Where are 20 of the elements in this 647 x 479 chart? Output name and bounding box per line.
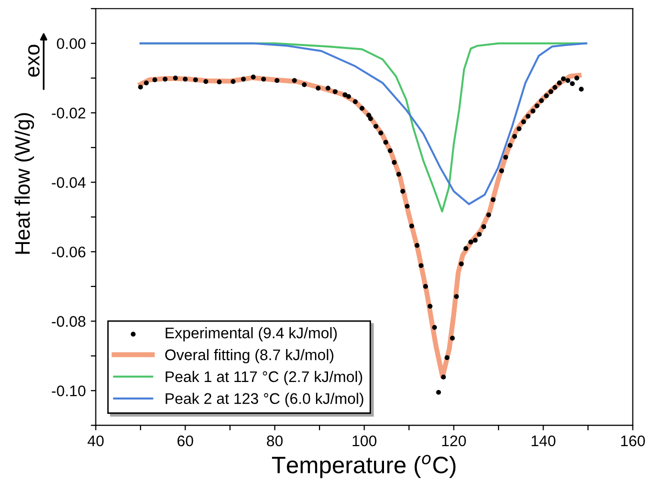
x-tick-label: 120 <box>442 435 466 446</box>
y-tick-label: -0.06 <box>52 246 86 258</box>
legend-label: Overal fitting (8.7 kJ/mol) <box>165 349 334 364</box>
x-tick-label: 140 <box>532 435 556 446</box>
x-tick-label: 100 <box>352 435 376 446</box>
y-tick-label: 0.00 <box>56 38 86 50</box>
x-tick-label: 40 <box>88 435 104 446</box>
x-tick-label: 60 <box>178 435 194 446</box>
y-tick-label: -0.08 <box>52 316 86 327</box>
y-tick-label: -0.04 <box>52 177 86 188</box>
text: exo <box>28 44 40 77</box>
y-axis-title: Heat flow (W/g) <box>14 113 34 254</box>
x-axis-title: Temperature ($^{o}$C) <box>272 454 456 478</box>
y-tick-label: -0.02 <box>52 108 86 118</box>
legend-label: Experimental (9.4 kJ/mol) <box>166 327 337 342</box>
legend-label: Peak 2 at 123 °C (6.0 kJ/mol) <box>166 392 364 408</box>
x-tick-label: 80 <box>266 435 283 446</box>
legend-label: Peak 1 at 117 °C (2.7 kJ/mol) <box>166 370 362 386</box>
x-tick-label: 160 <box>621 435 645 446</box>
y-tick-label: -0.10 <box>52 385 86 396</box>
